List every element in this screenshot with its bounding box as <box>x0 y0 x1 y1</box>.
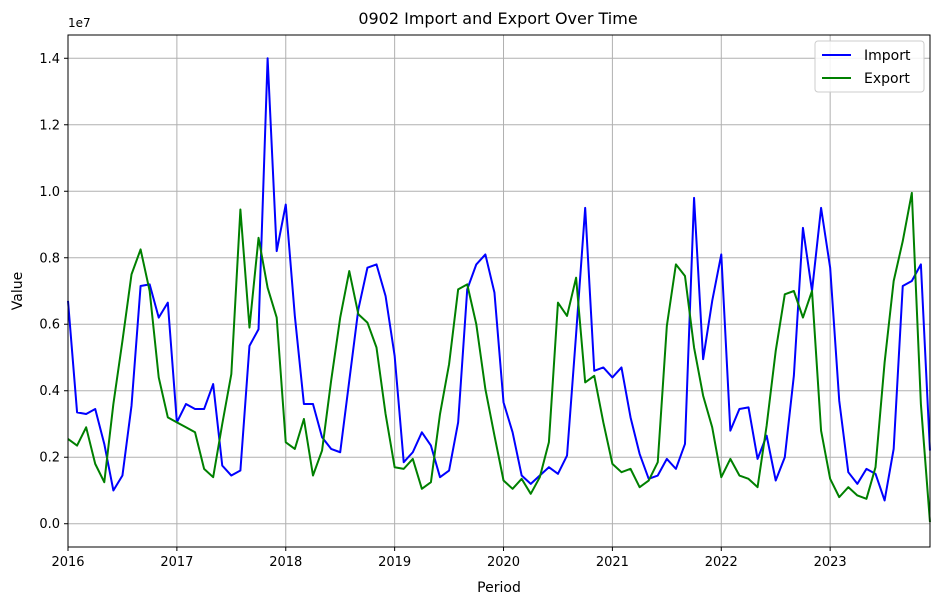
x-axis-label: Period <box>477 580 521 596</box>
x-tick-label: 2018 <box>269 555 302 570</box>
x-axis-ticks: 2016 2017 2018 2019 2020 2021 2022 2023 <box>51 547 847 570</box>
y-tick-label: 0.6 <box>39 318 60 333</box>
grid <box>67 35 930 547</box>
legend-box <box>814 40 925 93</box>
y-tick-label: 0.8 <box>39 251 60 266</box>
y-tick-label: 1.0 <box>39 185 60 200</box>
y-axis-ticks: 0.0 0.2 0.4 0.6 0.8 1.0 1.2 1.4 <box>39 52 68 532</box>
x-tick-label: 2023 <box>814 555 847 570</box>
series-lines <box>67 57 931 523</box>
x-tick-label: 2016 <box>51 555 84 570</box>
y-tick-label: 0.0 <box>39 517 60 532</box>
legend: Import Export <box>814 40 925 93</box>
plot-frame <box>67 34 931 548</box>
x-tick-label: 2019 <box>378 555 411 570</box>
legend-label-export: Export <box>864 71 910 87</box>
y-axis-offset-label: 1e7 <box>68 16 91 30</box>
y-tick-label: 0.2 <box>39 451 60 466</box>
legend-label-import: Import <box>864 48 911 64</box>
series-line-import <box>67 57 931 502</box>
series-line-export <box>67 191 931 523</box>
x-tick-label: 2021 <box>596 555 629 570</box>
y-tick-label: 1.2 <box>39 118 60 133</box>
x-tick-label: 2017 <box>160 555 193 570</box>
x-tick-label: 2022 <box>705 555 738 570</box>
y-tick-label: 0.4 <box>39 384 60 399</box>
x-tick-label: 2020 <box>487 555 520 570</box>
chart-title: 0902 Import and Export Over Time <box>358 9 637 28</box>
y-tick-label: 1.4 <box>39 52 60 67</box>
y-axis-label: Value <box>10 272 26 310</box>
